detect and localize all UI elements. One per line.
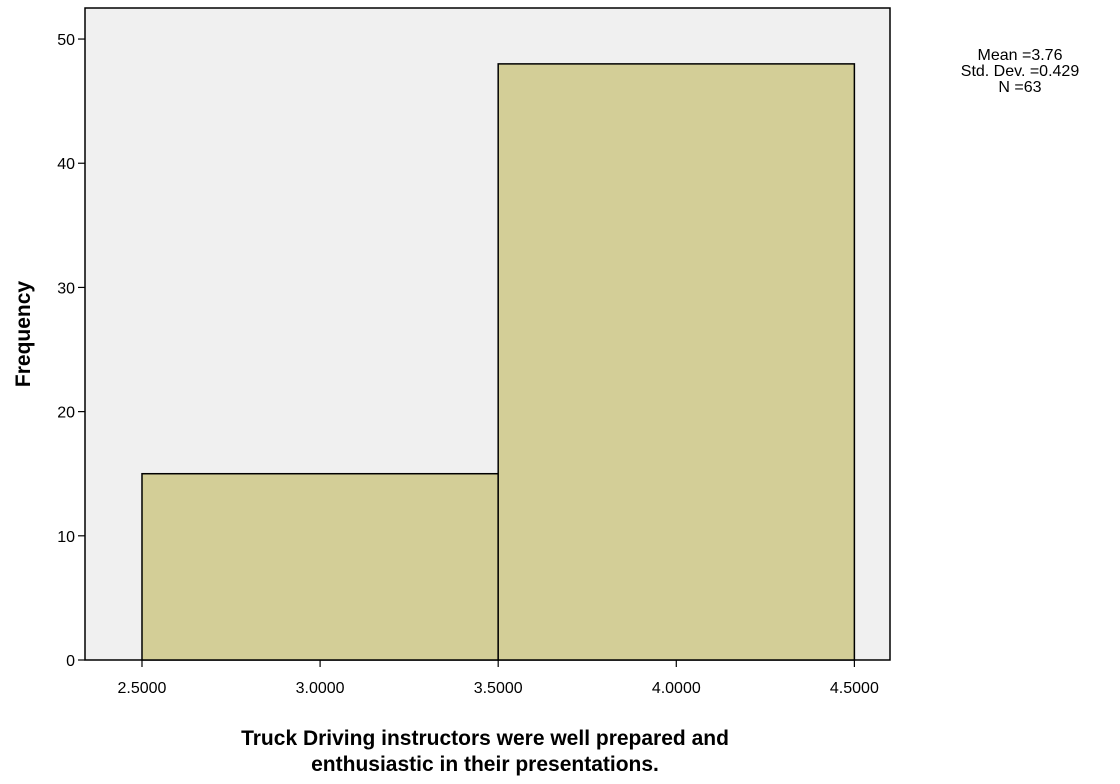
y-tick-label: 30 <box>57 280 75 297</box>
x-tick-label: 3.5000 <box>474 680 523 697</box>
histogram-bar-1 <box>141 472 499 661</box>
histogram-bar-2 <box>497 63 856 661</box>
y-tick-label: 10 <box>57 529 75 546</box>
y-axis-title: Frequency <box>12 281 35 388</box>
x-axis-title-line-2: enthusiastic in their presentations. <box>311 753 659 776</box>
x-axis-title-line-1: Truck Driving instructors were well prep… <box>241 727 729 750</box>
x-tick-label: 4.5000 <box>830 680 879 697</box>
stat-n: N =63 <box>998 79 1042 96</box>
y-axis: 0 10 20 30 40 50 <box>57 32 85 670</box>
y-tick-label: 50 <box>57 32 75 49</box>
bars-group <box>141 63 856 661</box>
y-tick-label: 0 <box>66 653 75 670</box>
y-tick-label: 20 <box>57 405 75 422</box>
statistics-box: Mean =3.76 Std. Dev. =0.429 N =63 <box>930 48 1110 96</box>
stat-std-dev: Std. Dev. =0.429 <box>960 63 1080 80</box>
y-tick-label: 40 <box>57 156 75 173</box>
x-axis: 2.5000 3.0000 3.5000 4.0000 4.5000 <box>118 660 879 697</box>
x-tick-label: 3.0000 <box>296 680 345 697</box>
x-tick-label: 2.5000 <box>118 680 167 697</box>
stat-mean: Mean =3.76 <box>977 47 1063 64</box>
x-tick-label: 4.0000 <box>652 680 701 697</box>
